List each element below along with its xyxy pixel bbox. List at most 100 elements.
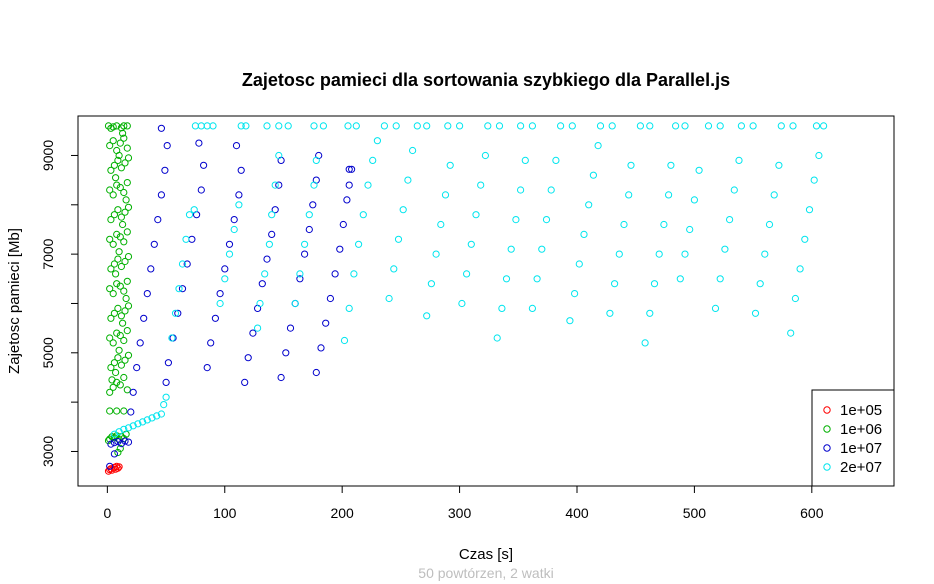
legend-label: 1e+06 xyxy=(840,421,882,438)
data-point-1e+06 xyxy=(106,334,114,342)
data-point-2e+07 xyxy=(197,122,205,130)
data-point-1e+07 xyxy=(110,439,119,447)
data-point-2e+07 xyxy=(646,122,654,130)
data-point-1e+06 xyxy=(110,309,119,317)
y-axis: 3000 5000 7000 9000 xyxy=(40,140,79,467)
data-point-2e+07 xyxy=(756,280,764,288)
data-point-1e+07 xyxy=(249,329,257,337)
data-point-2e+07 xyxy=(427,280,435,288)
data-point-2e+07 xyxy=(178,260,187,268)
data-point-1e+06 xyxy=(121,356,129,364)
data-point-1e+07 xyxy=(203,364,211,372)
data-point-2e+07 xyxy=(686,225,694,234)
data-point-1e+06 xyxy=(107,314,115,322)
data-point-2e+07 xyxy=(737,122,746,130)
data-point-1e+07 xyxy=(305,225,313,234)
data-point-2e+07 xyxy=(209,122,217,130)
data-point-1e+07 xyxy=(237,166,245,174)
data-point-2e+07 xyxy=(310,122,318,130)
data-point-1e+06 xyxy=(123,144,131,152)
data-point-2e+07 xyxy=(765,220,774,229)
data-point-2e+07 xyxy=(355,240,363,248)
data-point-1e+06 xyxy=(121,257,129,266)
data-point-2e+07 xyxy=(484,122,492,130)
data-point-2e+07 xyxy=(681,250,689,258)
data-point-2e+07 xyxy=(467,240,475,248)
data-point-2e+07 xyxy=(456,122,464,130)
data-point-1e+07 xyxy=(162,378,170,386)
data-point-1e+06 xyxy=(117,262,126,271)
data-point-1e+06 xyxy=(117,361,126,369)
data-point-1e+07 xyxy=(129,388,137,396)
data-point-1e+07 xyxy=(232,142,241,150)
data-point-2e+07 xyxy=(650,280,659,288)
data-point-2e+07 xyxy=(627,161,635,169)
data-point-1e+07 xyxy=(309,201,317,209)
data-point-1e+06 xyxy=(122,294,130,303)
data-point-2e+07 xyxy=(275,151,283,160)
data-point-1e+06 xyxy=(107,364,115,372)
data-point-2e+07 xyxy=(566,317,574,325)
data-point-2e+07 xyxy=(129,422,137,430)
data-point-2e+07 xyxy=(350,270,358,278)
data-point-1e+06 xyxy=(121,159,129,167)
data-point-1e+06 xyxy=(116,233,124,241)
data-point-1e+06 xyxy=(113,407,121,415)
data-point-2e+07 xyxy=(157,410,165,418)
data-point-2e+07 xyxy=(775,161,783,169)
data-point-2e+07 xyxy=(789,122,797,130)
data-point-2e+07 xyxy=(787,329,795,337)
data-point-2e+07 xyxy=(636,122,645,130)
x-axis-label: Czas [s] xyxy=(459,546,513,563)
data-point-1e+06 xyxy=(117,164,126,172)
data-point-1e+06 xyxy=(109,191,117,199)
data-point-1e+07 xyxy=(200,161,208,169)
data-point-2e+07 xyxy=(134,420,142,428)
data-point-1e+06 xyxy=(106,142,114,150)
data-point-1e+06 xyxy=(109,383,117,391)
data-point-1e+07 xyxy=(336,245,344,253)
data-point-2e+07 xyxy=(394,235,403,243)
data-point-1e+06 xyxy=(120,373,128,382)
data-point-1e+07 xyxy=(157,191,165,199)
data-point-2e+07 xyxy=(237,122,245,130)
chart-subtitle: 50 powtórzen, 2 watki xyxy=(418,565,553,581)
data-point-2e+07 xyxy=(441,191,450,199)
x-tick-label: 600 xyxy=(800,505,824,521)
data-point-2e+07 xyxy=(392,122,400,130)
data-point-1e+07 xyxy=(164,359,172,367)
data-point-2e+07 xyxy=(815,151,823,160)
data-point-1e+06 xyxy=(120,407,128,415)
data-point-1e+06 xyxy=(110,260,119,268)
data-point-2e+07 xyxy=(310,181,318,189)
data-point-2e+07 xyxy=(472,211,480,219)
data-point-2e+07 xyxy=(423,312,431,320)
data-point-2e+07 xyxy=(340,336,349,345)
data-point-1e+06 xyxy=(116,444,124,453)
data-point-1e+07 xyxy=(174,309,182,317)
data-point-1e+07 xyxy=(241,378,249,386)
data-point-2e+07 xyxy=(575,260,583,268)
data-point-2e+07 xyxy=(256,299,264,308)
data-point-1e+06 xyxy=(108,376,116,384)
data-point-2e+07 xyxy=(495,122,504,130)
y-tick-label: 9000 xyxy=(40,140,56,171)
chart-title: Zajetosc pamieci dla sortowania szybkieg… xyxy=(242,70,730,90)
data-point-2e+07 xyxy=(611,280,619,288)
data-point-2e+07 xyxy=(284,122,292,130)
data-point-1e+06 xyxy=(123,179,131,187)
data-point-2e+07 xyxy=(547,186,555,194)
data-point-2e+07 xyxy=(812,122,821,130)
data-point-1e+07 xyxy=(345,181,353,189)
x-tick-label: 400 xyxy=(565,505,589,521)
data-point-2e+07 xyxy=(437,220,445,229)
data-point-1e+07 xyxy=(114,438,122,446)
data-point-1e+06 xyxy=(116,139,124,147)
data-point-1e+06 xyxy=(114,304,122,312)
data-point-1e+07 xyxy=(183,260,191,268)
data-point-2e+07 xyxy=(641,339,649,347)
data-point-1e+06 xyxy=(107,265,115,273)
data-point-1e+07 xyxy=(211,314,219,322)
data-point-2e+07 xyxy=(528,304,537,312)
y-tick-label: 3000 xyxy=(40,436,56,467)
